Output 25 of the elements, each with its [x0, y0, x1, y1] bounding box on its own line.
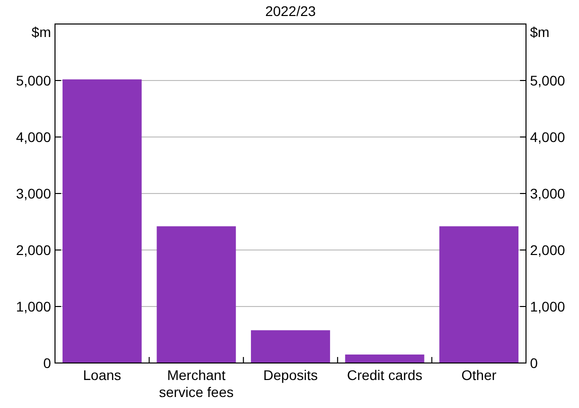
y2-tick-label: 0: [530, 354, 538, 371]
bar: [156, 226, 236, 363]
bar: [62, 79, 142, 363]
chart-title: 2022/23: [265, 3, 316, 19]
x-tick-label: Loans: [83, 367, 122, 383]
y-axis-title: $m: [32, 24, 51, 40]
x-tick-label: Credit cards: [346, 367, 422, 383]
y-tick-label: 5,000: [16, 72, 52, 88]
bar: [345, 354, 424, 363]
bar: [250, 330, 330, 363]
y2-axis-title: $m: [530, 24, 550, 40]
y2-tick-label: 2,000: [530, 242, 566, 258]
y2-tick-label: 1,000: [530, 298, 566, 314]
y2-tick-label: 4,000: [530, 128, 566, 145]
y-tick-label: 1,000: [16, 298, 52, 314]
y-tick-label: 3,000: [16, 185, 52, 202]
y-tick-label: 2,000: [16, 242, 52, 258]
y-tick-label: 4,000: [16, 128, 52, 145]
y2-tick-label: 5,000: [530, 72, 566, 88]
x-tick-label: Deposits: [263, 367, 318, 383]
y2-tick-label: 3,000: [530, 185, 566, 202]
y-tick-label: 0: [43, 354, 52, 371]
bar: [439, 226, 518, 363]
x-tick-label: Other: [461, 367, 497, 383]
x-tick-label: Merchant service fees: [158, 367, 234, 400]
